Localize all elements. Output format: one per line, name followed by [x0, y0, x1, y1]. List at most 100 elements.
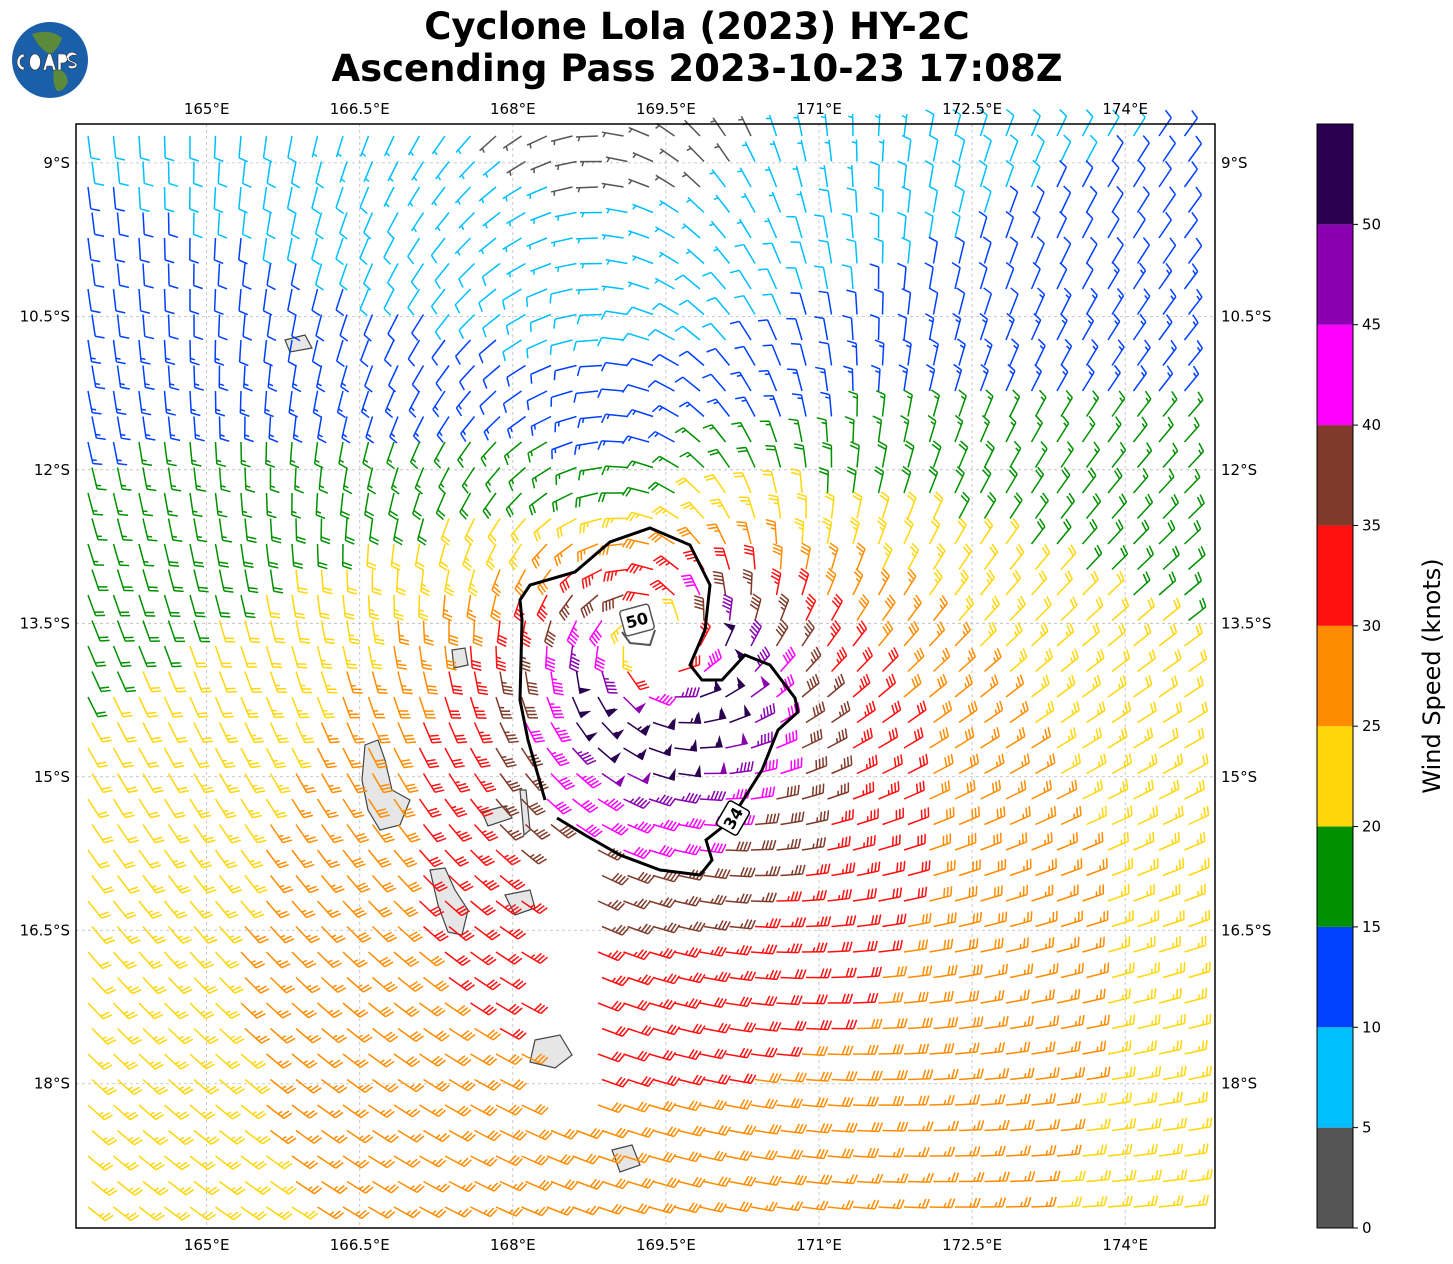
wind-barb	[1082, 1092, 1107, 1106]
wind-barb	[554, 543, 573, 567]
wind-barb	[1009, 1171, 1036, 1183]
wind-barb	[142, 926, 167, 944]
wind-barb	[359, 237, 370, 266]
wind-barb	[729, 1175, 757, 1187]
wind-barb	[469, 645, 482, 671]
wind-barb	[699, 1201, 728, 1213]
wind-barb	[270, 1180, 297, 1195]
wind-barb	[647, 481, 675, 494]
wind-barb	[1034, 338, 1046, 366]
wind-barb	[167, 416, 181, 442]
wind-barb	[627, 1126, 655, 1138]
wind-barb	[1035, 963, 1059, 979]
wind-barb	[526, 390, 548, 411]
chart-title-line2: Ascending Pass 2023-10-23 17:08Z	[331, 47, 1063, 90]
wind-barb	[270, 1027, 296, 1044]
wind-barb	[703, 648, 722, 673]
wind-barb	[1111, 185, 1124, 213]
wind-barb	[342, 849, 366, 868]
wind-barb	[597, 1152, 626, 1164]
wind-barb	[681, 171, 701, 188]
wind-barb	[87, 951, 112, 970]
wind-barb	[372, 1078, 399, 1093]
wind-barb	[780, 1174, 808, 1186]
wind-barb	[269, 875, 294, 894]
wind-barb	[340, 365, 350, 393]
wind-barb	[842, 314, 854, 341]
wind-barb	[238, 186, 248, 214]
wind-barb	[932, 647, 951, 673]
wind-barb	[163, 645, 182, 668]
wind-barb	[311, 237, 321, 266]
wind-barb	[1031, 1041, 1056, 1055]
wind-barb	[924, 313, 935, 341]
wind-barb	[1034, 287, 1046, 315]
wind-barb	[1056, 313, 1068, 341]
wind-barb	[1060, 1066, 1086, 1081]
wind-barb	[87, 1053, 113, 1070]
wind-barb	[958, 859, 981, 877]
wind-barb	[192, 212, 203, 239]
wind-barb	[411, 365, 425, 393]
wind-barb	[438, 467, 450, 495]
lat-tick-label-right: 13.5°S	[1221, 614, 1271, 632]
island-malekula	[429, 867, 469, 936]
wind-barb	[116, 518, 133, 542]
wind-barb	[680, 574, 701, 596]
wind-barb	[420, 569, 431, 597]
wind-barb	[648, 794, 677, 807]
wind-barb	[244, 569, 259, 594]
wind-barb	[291, 798, 314, 819]
wind-barb	[805, 810, 830, 826]
wind-barb	[407, 288, 421, 316]
wind-barb	[363, 314, 374, 342]
wind-barb	[601, 234, 624, 240]
wind-barb	[1162, 288, 1177, 315]
wind-barb	[192, 263, 203, 290]
wind-barb	[623, 999, 651, 1011]
wind-barb	[393, 1002, 420, 1018]
wind-barb	[410, 263, 425, 290]
wind-barb	[342, 798, 365, 819]
wind-barb	[796, 492, 807, 519]
wind-barb	[242, 161, 252, 188]
wind-barb	[1031, 1196, 1057, 1208]
wind-barb	[474, 976, 501, 991]
wind-barb	[903, 886, 928, 902]
wind-barb	[193, 722, 214, 744]
wind-barb	[193, 671, 212, 693]
wind-barb	[164, 1206, 191, 1221]
wind-barb	[852, 992, 879, 1004]
wind-barb	[240, 1002, 266, 1019]
wind-barb	[831, 809, 855, 826]
wind-barb	[138, 1002, 164, 1020]
wind-barb	[346, 569, 358, 595]
colorbar-tick-label: 35	[1362, 516, 1381, 534]
wind-barb	[1136, 390, 1152, 417]
wind-barb	[1060, 648, 1079, 673]
wind-barb	[856, 646, 873, 673]
wind-barb	[699, 894, 727, 906]
wind-barb	[262, 288, 273, 316]
wind-barb	[265, 849, 289, 869]
wind-barb	[878, 673, 897, 698]
wind-barb	[448, 1027, 476, 1042]
wind-barb	[244, 1078, 271, 1095]
wind-barb	[553, 313, 577, 329]
wind-barb	[852, 1147, 880, 1159]
wind-barb	[359, 135, 370, 157]
wind-barb	[709, 169, 727, 188]
wind-barb	[1183, 212, 1199, 239]
wind-barb	[87, 798, 110, 819]
wind-barb	[295, 1180, 323, 1195]
wind-barb	[1009, 963, 1034, 979]
wind-barb	[537, 569, 552, 596]
wind-barb	[827, 941, 853, 953]
wind-barb	[189, 798, 212, 819]
wind-barb	[874, 113, 881, 137]
wind-barb	[1035, 910, 1058, 928]
wind-barb	[856, 594, 870, 621]
wind-barb	[244, 1129, 271, 1145]
wind-barb	[1132, 109, 1146, 137]
wind-barb	[193, 1129, 220, 1145]
